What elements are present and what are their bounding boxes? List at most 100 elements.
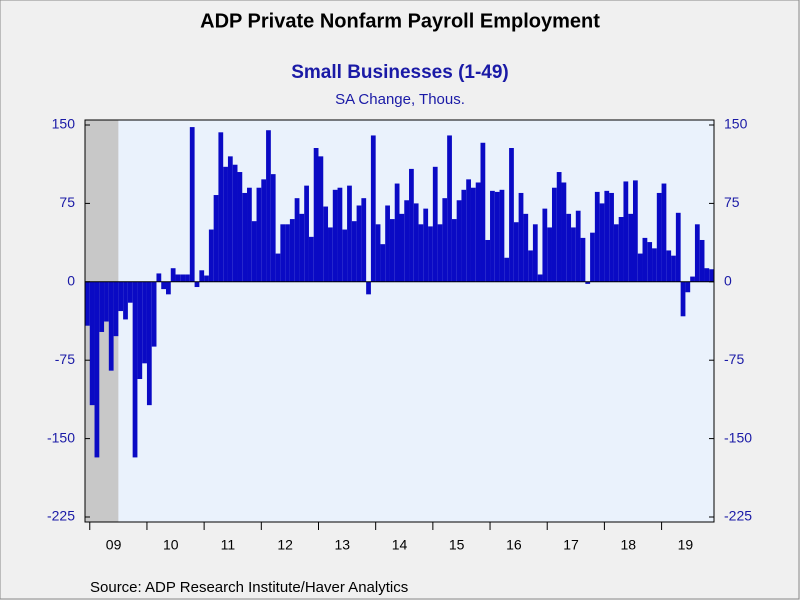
bar (294, 198, 300, 282)
bar (590, 232, 595, 282)
bar (528, 250, 533, 282)
bar (251, 221, 257, 282)
plot-frame (84, 119, 715, 523)
y-tick-label: 0 (67, 273, 75, 289)
bar (289, 219, 295, 282)
bar (280, 224, 286, 282)
bar (456, 200, 462, 282)
x-tick-label: 15 (449, 537, 465, 553)
bar (542, 208, 548, 282)
bar (118, 281, 124, 312)
bar (461, 189, 467, 282)
bar (594, 191, 600, 282)
bar (323, 206, 329, 282)
bar (623, 181, 629, 282)
bar (609, 192, 614, 282)
chart-subtitle: Small Businesses (1-49) (291, 62, 509, 83)
bar (308, 236, 314, 282)
bar (356, 205, 362, 282)
x-tick-label: 09 (106, 537, 122, 553)
bar (571, 227, 576, 282)
bar (104, 281, 109, 322)
bar (413, 203, 419, 282)
bar (266, 130, 271, 282)
x-tick-label: 16 (506, 537, 522, 553)
bar (199, 270, 205, 282)
bar (604, 190, 610, 282)
bar (418, 224, 424, 282)
bar (690, 276, 695, 282)
x-tick-label: 17 (563, 537, 579, 553)
bar (404, 200, 410, 282)
x-tick-label: 13 (335, 537, 351, 553)
bar (375, 224, 381, 282)
bar (137, 281, 143, 380)
bar (680, 281, 686, 317)
bar (494, 191, 500, 282)
bar (247, 187, 252, 282)
bar (551, 187, 557, 282)
bar (451, 219, 457, 282)
bar (123, 281, 128, 320)
bar (709, 269, 714, 282)
bar (113, 281, 119, 337)
bar (170, 268, 176, 282)
bar (632, 180, 638, 282)
bar (132, 281, 138, 458)
bar (337, 187, 343, 282)
bar (704, 268, 710, 282)
bar (304, 185, 309, 282)
y2-tick-label: 75 (724, 194, 740, 210)
bar (480, 142, 486, 282)
bar (299, 213, 305, 282)
bar (242, 192, 248, 282)
bar (699, 239, 705, 282)
bar (185, 274, 190, 282)
bar (647, 242, 653, 282)
y-tick-label: 75 (59, 194, 75, 210)
bar (409, 168, 414, 282)
x-tick-label: 10 (163, 537, 179, 553)
bar (637, 253, 643, 282)
bar (313, 147, 319, 282)
bar (127, 281, 133, 303)
bar (509, 147, 514, 282)
bar (437, 224, 443, 282)
bar (318, 156, 324, 282)
bar (256, 187, 262, 282)
bar (656, 192, 662, 282)
bar (146, 281, 152, 406)
bar (566, 213, 572, 282)
bar (685, 281, 691, 293)
bar (618, 216, 624, 282)
bar (499, 189, 505, 282)
bar (423, 208, 429, 282)
x-tick-label: 18 (620, 537, 636, 553)
y2-tick-label: 0 (724, 273, 732, 289)
bar (175, 274, 181, 282)
bar (223, 166, 228, 282)
bar (447, 135, 452, 282)
y2-tick-label: 150 (724, 116, 748, 132)
bar (537, 274, 543, 282)
bar (628, 213, 633, 282)
x-tick-label: 12 (277, 537, 293, 553)
bar (275, 253, 281, 282)
bar (85, 281, 90, 326)
bar (561, 182, 567, 282)
source: Source: ADP Research Institute/Haver Ana… (90, 579, 408, 596)
x-tick-label: 14 (392, 537, 408, 553)
bar (218, 132, 224, 282)
bar (652, 248, 657, 282)
bar (94, 281, 100, 458)
bar (389, 219, 395, 282)
bar (675, 212, 681, 282)
bar (428, 226, 433, 282)
bar (213, 195, 219, 282)
bar (108, 281, 114, 371)
bar (585, 281, 591, 284)
bar (485, 239, 491, 282)
bar (189, 127, 195, 282)
bar (180, 274, 186, 282)
